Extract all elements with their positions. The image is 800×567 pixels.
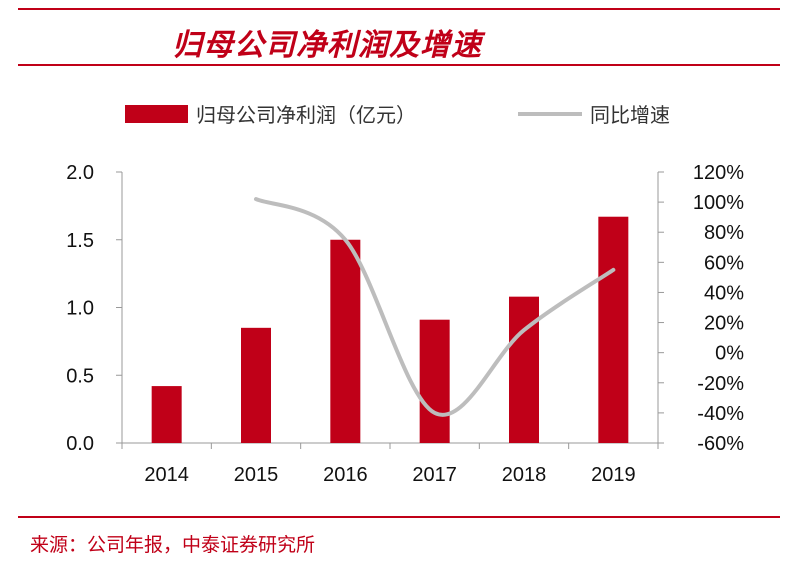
bar-2019 [598,216,629,443]
growth-line [254,197,616,417]
left-axis-tick-label: 1.5 [66,230,94,252]
left-axis-tick-label: 1.0 [66,298,94,320]
bar-2014 [151,386,182,443]
x-axis-tick-label: 2014 [144,464,189,486]
top-rule [18,8,780,10]
bar-series [151,216,629,443]
right-axis-tick-label: -40% [697,403,744,425]
x-axis-tick-label: 2016 [323,464,368,486]
right-axis-tick-label: 0% [715,343,744,365]
bottom-rule [18,516,780,518]
chart-title: 归母公司净利润及增速 [172,28,482,63]
bar-2018 [509,296,539,443]
legend-bar-swatch [125,105,188,123]
left-axis-tick-label: 0.5 [66,365,94,387]
x-axis-tick-label: 2018 [502,464,547,486]
growth-line-series [254,197,616,417]
x-axis-tick-label: 2017 [412,464,457,486]
legend-bar-label: 归母公司净利润（亿元） [196,103,416,127]
right-axis-tick-label: 120% [693,162,744,184]
left-axis-tick-label: 2.0 [66,162,94,184]
right-axis-tick-label: 20% [704,313,744,335]
right-axis-tick-label: 40% [704,282,744,304]
right-axis-tick-label: 60% [704,252,744,274]
legend-line-label: 同比增速 [590,103,670,127]
right-axis-tick-label: -20% [697,373,744,395]
title-rule [18,64,780,66]
right-axis-tick-label: 100% [693,192,744,214]
right-axis-tick-label: 80% [704,222,744,244]
right-axis-tick-label: -60% [697,433,744,455]
bar-2017 [419,319,450,443]
legend: 归母公司净利润（亿元） 同比增速 [125,103,670,127]
left-axis-tick-label: 0.0 [66,433,94,455]
source-note: 来源：公司年报，中泰证券研究所 [30,534,316,556]
axes: 0.0 0.5 1.0 1.5 2.0 -60% -40% -20% 0% 20% 40% 60% 80… [66,162,744,486]
x-axis-tick-label: 2015 [234,464,279,486]
bar-2016 [330,239,361,443]
bar-2015 [241,327,271,443]
x-axis-tick-label: 2019 [591,464,636,486]
